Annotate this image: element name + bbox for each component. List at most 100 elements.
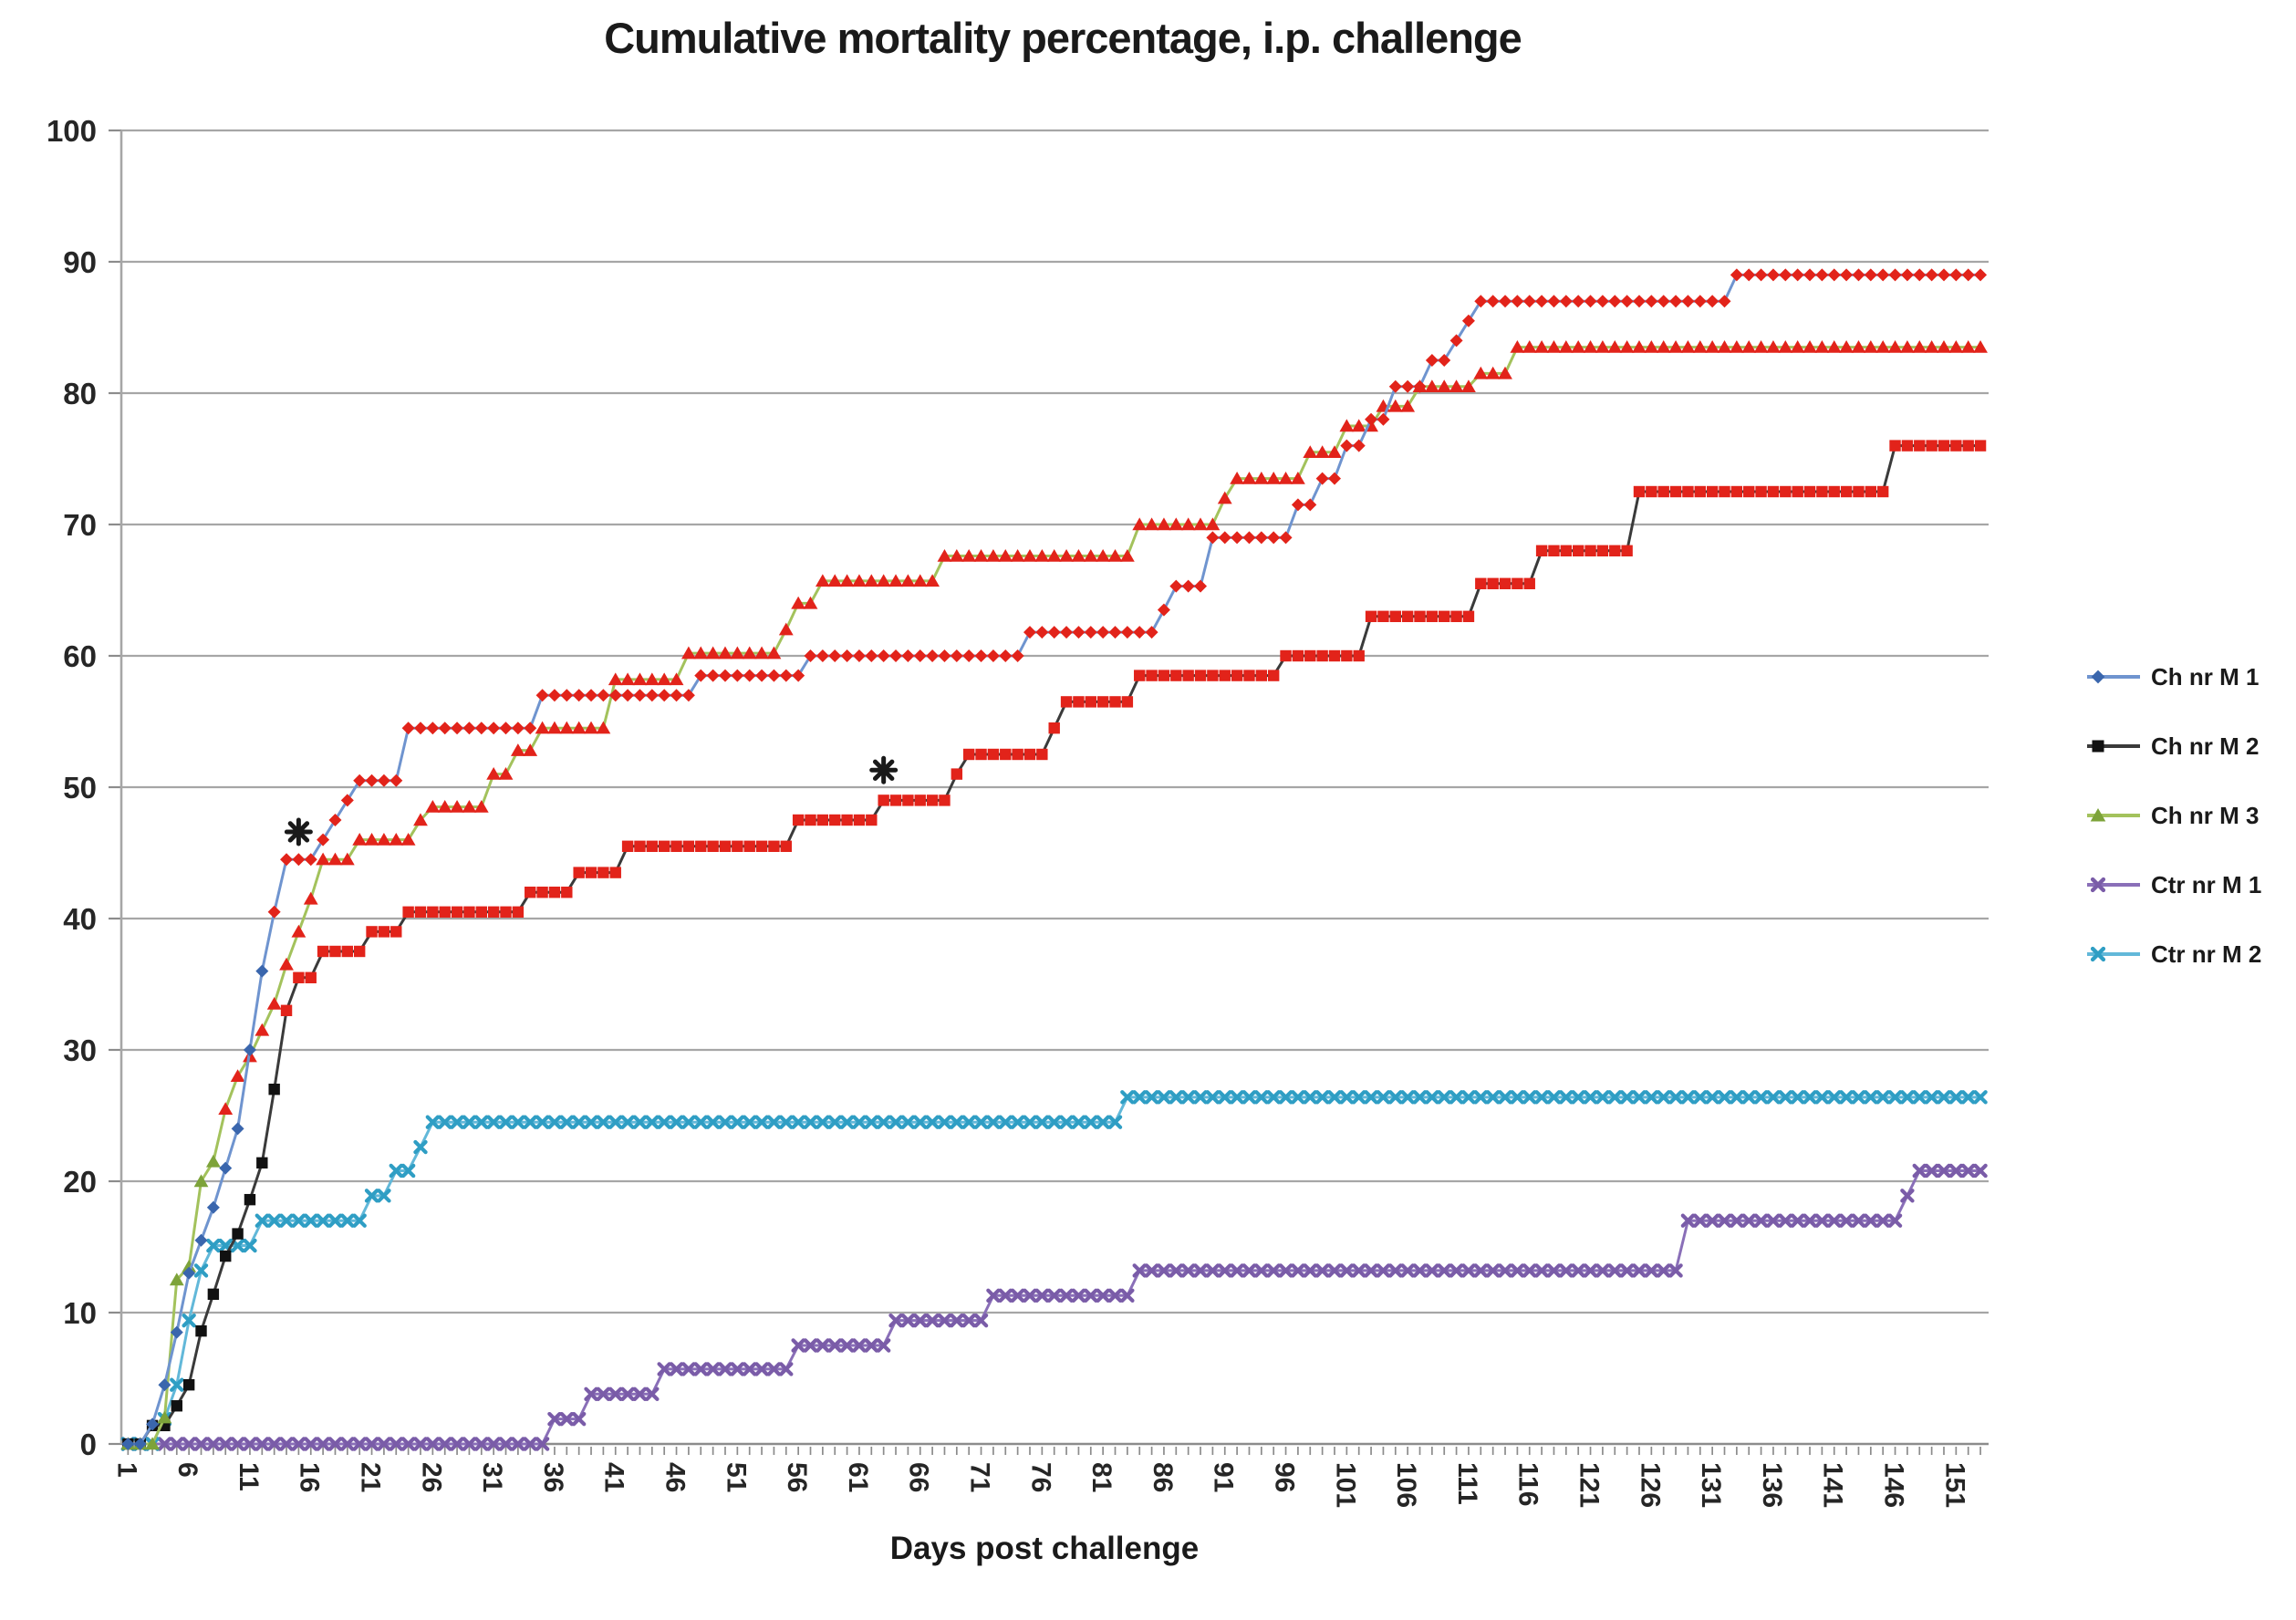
square-marker	[341, 945, 354, 958]
x-marker	[1546, 1263, 1562, 1278]
x-marker	[243, 1238, 257, 1253]
x-marker	[1644, 1263, 1659, 1278]
triangle-marker	[1632, 340, 1647, 353]
square-marker	[1134, 670, 1146, 681]
diamond-marker	[1401, 379, 1415, 393]
diamond-marker	[304, 853, 317, 867]
triangle-marker	[1205, 517, 1221, 531]
x-marker	[730, 1115, 745, 1129]
triangle-marker	[303, 891, 318, 905]
x-tick-label-61: 61	[843, 1462, 873, 1492]
x-tick-label-91: 91	[1209, 1462, 1239, 1492]
triangle-marker	[949, 548, 964, 562]
square-marker	[1609, 545, 1621, 556]
x-marker	[438, 1437, 452, 1451]
diamond-marker	[451, 722, 464, 735]
series-ch-nr-m-1	[121, 268, 1988, 1450]
triangle-marker	[1449, 379, 1464, 392]
series-line-ctr-nr-m-1	[128, 1168, 1981, 1446]
triangle-marker	[754, 646, 769, 659]
x-marker	[1753, 1090, 1769, 1105]
x-marker	[1352, 1263, 1366, 1278]
diamond-marker	[1779, 268, 1792, 282]
x-marker	[352, 1437, 367, 1451]
square-marker	[1023, 748, 1036, 761]
square-marker	[280, 1004, 293, 1016]
diamond-marker	[1900, 268, 1914, 282]
square-marker	[1182, 670, 1194, 681]
triangle-marker	[450, 800, 464, 813]
triangle-marker	[1291, 472, 1305, 484]
square-marker	[695, 840, 707, 852]
diamond-marker	[206, 1200, 220, 1214]
x-marker	[839, 1115, 855, 1129]
diamond-marker	[1267, 531, 1281, 545]
diamond-marker	[401, 722, 415, 735]
triangle-marker	[1510, 340, 1525, 353]
triangle-marker	[1924, 340, 1939, 353]
x-marker	[998, 1288, 1013, 1303]
x-marker	[1364, 1263, 1378, 1278]
square-marker	[646, 840, 659, 852]
x-marker	[1498, 1090, 1512, 1105]
diamond-marker	[1888, 268, 1902, 282]
square-marker	[1462, 610, 1475, 622]
triangle-marker	[998, 548, 1013, 562]
x-marker	[1632, 1090, 1647, 1105]
diamond-marker	[487, 722, 501, 735]
x-marker	[1010, 1288, 1025, 1303]
square-marker	[1743, 485, 1755, 498]
square-marker	[1158, 670, 1170, 681]
diamond-marker	[1315, 472, 1329, 485]
x-marker	[1266, 1263, 1281, 1278]
x-marker	[1120, 1090, 1135, 1105]
triangle-marker	[1522, 340, 1537, 353]
triangle-marker	[1534, 340, 1550, 353]
y-tick-label-70: 70	[63, 508, 97, 542]
square-marker	[1962, 440, 1974, 452]
diamond-marker	[462, 722, 476, 735]
x-marker	[1814, 1090, 1830, 1105]
square-marker	[1792, 485, 1803, 498]
square-marker	[390, 926, 402, 938]
diamond-marker	[1595, 295, 1609, 308]
diamond-marker	[828, 649, 842, 662]
x-marker	[1242, 1263, 1257, 1278]
square-marker	[1341, 649, 1353, 662]
square-marker	[1828, 485, 1840, 498]
x-marker	[1534, 1263, 1549, 1278]
square-marker	[889, 794, 902, 806]
legend-label-ctr-nr-m-2: Ctr nr M 2	[2151, 940, 2261, 968]
x-marker	[1449, 1263, 1464, 1278]
triangle-marker	[1839, 340, 1854, 353]
x-marker	[1303, 1090, 1317, 1105]
square-marker	[939, 794, 951, 806]
x-marker	[779, 1115, 794, 1129]
triangle-marker	[1692, 340, 1708, 353]
square-marker	[427, 906, 439, 918]
square-marker	[1207, 670, 1219, 681]
x-marker	[511, 1437, 525, 1451]
diamond-marker	[547, 689, 561, 702]
x-marker	[791, 1338, 805, 1353]
x-marker	[900, 1313, 916, 1328]
square-marker	[1121, 696, 1134, 708]
diamond-marker	[1388, 379, 1402, 393]
x-marker	[1169, 1090, 1184, 1105]
x-marker	[170, 1377, 184, 1392]
diamond-marker	[280, 853, 294, 867]
diamond-marker	[645, 689, 659, 702]
triangle-marker	[718, 646, 732, 659]
x-tick-label-36: 36	[538, 1462, 568, 1492]
x-tick-label-11: 11	[234, 1462, 264, 1491]
x-marker	[1803, 1213, 1817, 1228]
square-marker	[585, 867, 597, 878]
diamond-marker	[901, 649, 915, 662]
diamond-marker	[1206, 531, 1220, 545]
diamond-marker	[1620, 295, 1634, 308]
diamond-marker	[621, 689, 635, 702]
x-marker	[1595, 1090, 1610, 1105]
triangle-marker	[1266, 472, 1282, 484]
x-marker	[1619, 1263, 1635, 1278]
y-tick-label-10: 10	[63, 1296, 97, 1330]
